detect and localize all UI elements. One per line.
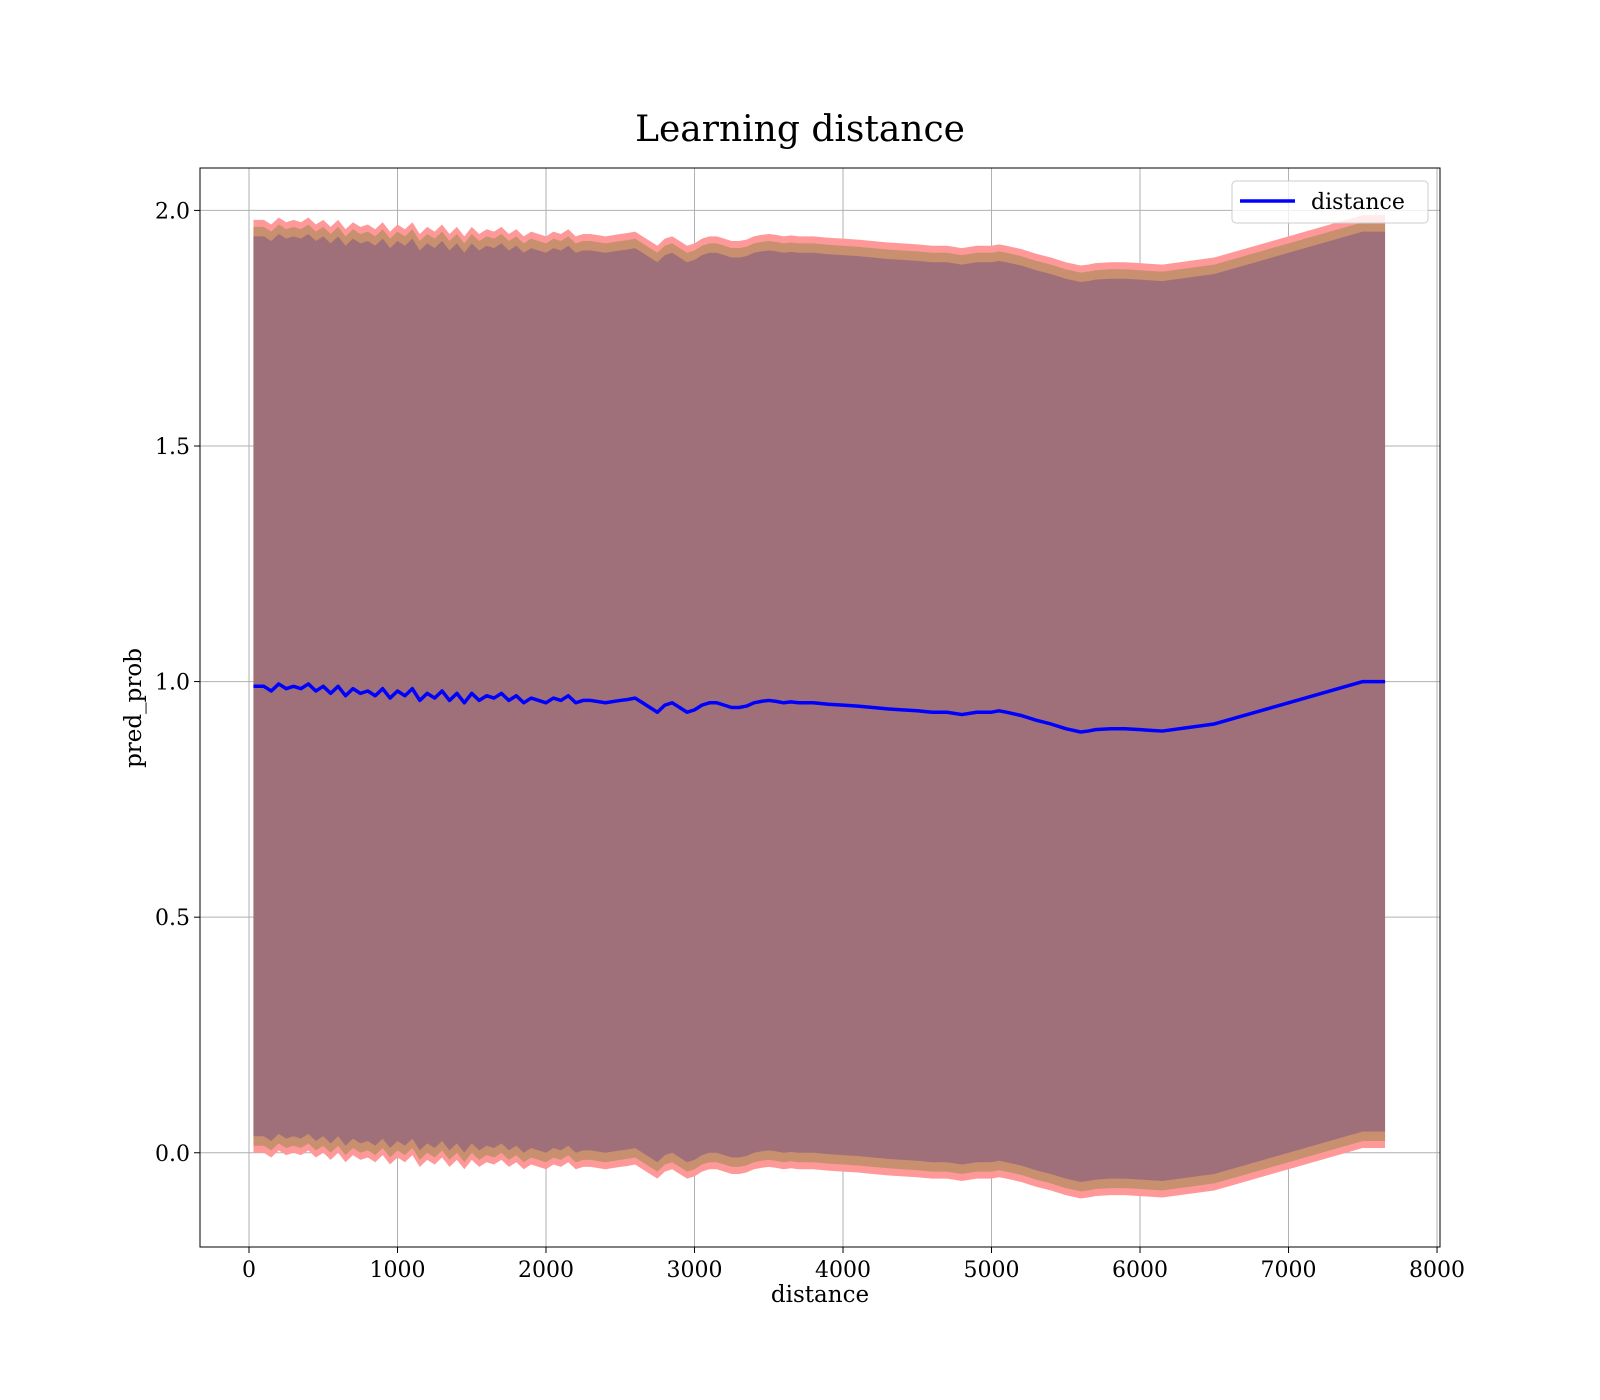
x-tick-label: 8000	[1409, 1258, 1465, 1283]
y-axis-ticks: 0.0 0.5 1.0 1.5 2.0	[155, 199, 200, 1167]
x-tick-label: 2000	[518, 1258, 574, 1283]
y-tick-label: 2.0	[155, 199, 190, 224]
x-tick-label: 3000	[667, 1258, 723, 1283]
y-axis-label: pred_prob	[121, 648, 147, 768]
x-tick-label: 6000	[1112, 1258, 1168, 1283]
y-tick-label: 1.5	[155, 435, 190, 460]
legend-box	[1231, 180, 1429, 224]
x-tick-label: 0	[242, 1258, 256, 1283]
y-tick-label: 0.5	[155, 906, 190, 931]
x-axis-ticks: 0 1000 2000 3000 4000 5000 6000 7000 8000	[242, 1247, 1465, 1283]
axes-frame	[199, 167, 1441, 1248]
confidence-band	[253, 231, 1386, 1182]
x-tick-label: 5000	[964, 1258, 1020, 1283]
x-tick-label: 4000	[815, 1258, 871, 1283]
confidence-bands	[253, 215, 1386, 1199]
series-lines	[253, 679, 1386, 734]
y-tick-label: 1.0	[155, 671, 190, 696]
series-line-distance	[253, 679, 1386, 734]
chart-title: Learning distance	[635, 109, 965, 150]
x-tick-label: 1000	[370, 1258, 426, 1283]
x-axis-label: distance	[771, 1282, 869, 1308]
x-tick-label: 7000	[1261, 1258, 1317, 1283]
legend-label: distance	[1311, 190, 1405, 215]
legend: distance	[1231, 180, 1429, 224]
y-tick-label: 0.0	[155, 1142, 190, 1167]
